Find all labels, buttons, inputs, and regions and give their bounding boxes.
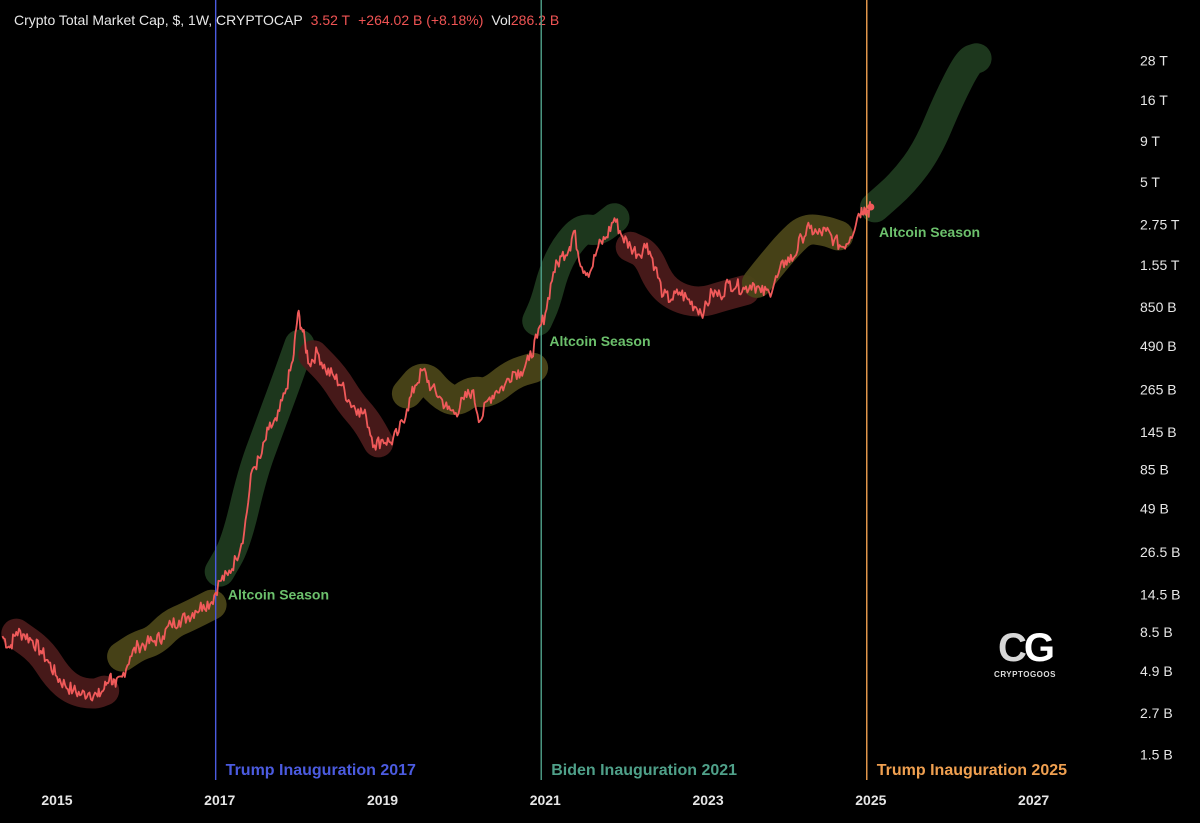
event-label-2: Trump Inauguration 2025 [877,762,1067,779]
chart-header: Crypto Total Market Cap, $, 1W, CRYPTOCA… [14,12,559,28]
y-tick-label: 16 T [1140,92,1168,108]
zone-green-8 [859,43,992,223]
y-tick-label: 28 T [1140,53,1168,69]
zone-yellow-4 [391,352,549,415]
y-tick-label: 850 B [1140,299,1177,315]
event-label-1: Biden Inauguration 2021 [551,762,737,779]
price-series [1,201,875,702]
x-axis: 2015 2017 2019 2021 2023 2025 2027 [41,792,1049,808]
y-tick-label: 4.9 B [1140,663,1173,679]
x-tick-label: 2015 [41,792,72,808]
y-tick-label: 490 B [1140,338,1177,354]
y-tick-label: 145 B [1140,424,1177,440]
x-tick-label: 2017 [204,792,235,808]
zone-yellow-7 [741,214,854,298]
annotation-altcoin-season-1: Altcoin Season [549,333,650,349]
event-label-0: Trump Inauguration 2017 [226,762,416,779]
y-tick-label: 85 B [1140,462,1169,478]
price-change: +264.02 B (+8.18%) [358,12,484,28]
logo-mark: CG [997,626,1055,670]
zone-red-0 [1,618,120,709]
y-tick-label: 14.5 B [1140,586,1180,602]
inauguration-lines: Trump Inauguration 2017 Biden Inauguratio… [214,0,1067,780]
annotation-altcoin-season-2: Altcoin Season [879,224,980,240]
annotation-altcoin-season-0: Altcoin Season [228,586,329,602]
y-tick-label: 5 T [1140,174,1160,190]
y-axis: 28 T 16 T 9 T 5 T 2.75 T 1.55 T 850 B 490 B 265 … [1140,53,1180,763]
x-tick-label: 2023 [692,792,723,808]
volume-label: Vol [491,12,511,28]
zone-red-6 [615,231,760,317]
x-tick-label: 2021 [530,792,561,808]
season-zones [1,43,992,709]
y-tick-label: 9 T [1140,133,1160,149]
last-price: 3.52 T [310,12,351,28]
zone-green-2 [204,329,315,587]
annotations: Altcoin Season Altcoin Season Altcoin Seas… [228,224,980,602]
y-tick-label: 1.55 T [1140,257,1180,273]
symbol-title: Crypto Total Market Cap, $, 1W, CRYPTOCA… [14,12,303,28]
x-tick-label: 2027 [1018,792,1049,808]
y-tick-label: 8.5 B [1140,624,1173,640]
x-tick-label: 2025 [855,792,886,808]
y-tick-label: 49 B [1140,500,1169,516]
cryptogoos-logo: CG CRYPTOGOOS [990,628,1060,679]
logo-name: CRYPTOGOOS [994,670,1056,679]
y-tick-label: 2.7 B [1140,705,1173,721]
y-tick-label: 2.75 T [1140,216,1180,232]
y-tick-label: 265 B [1140,381,1177,397]
y-tick-label: 1.5 B [1140,746,1173,762]
x-tick-label: 2019 [367,792,398,808]
y-tick-label: 26.5 B [1140,544,1180,560]
price-line [1,201,872,702]
volume-value: 286.2 B [510,12,560,28]
last-price-dot [867,203,875,211]
